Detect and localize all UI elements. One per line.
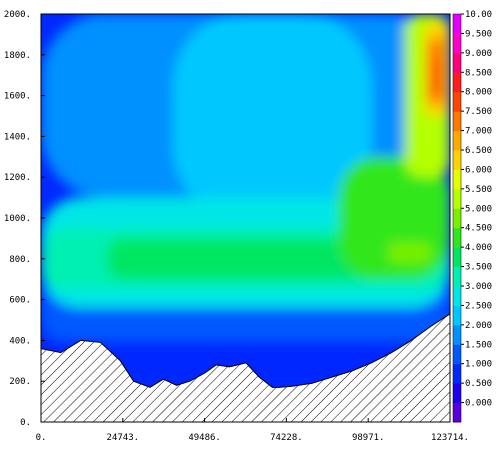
colorbar-label: 3.000 [465, 282, 492, 292]
colorbar-swatch [453, 247, 461, 268]
colorbar-swatch [453, 324, 461, 345]
colorbar-swatch [453, 227, 461, 248]
y-tick-label: 800. [9, 255, 31, 265]
colorbar-swatch [453, 14, 461, 34]
y-tick-label: 1400. [4, 132, 31, 142]
colorbar-label: 10.00 [465, 10, 492, 20]
y-tick-label: 1200. [4, 173, 31, 183]
x-tick-label: 98971. [352, 433, 385, 443]
colorbar-swatch [453, 33, 461, 54]
x-tick-label: 49486. [188, 433, 221, 443]
colorbar-label: 9.500 [465, 29, 492, 39]
colorbar-label: 2.000 [465, 321, 492, 331]
contour-region-7 [107, 238, 405, 280]
colorbar-label: 4.500 [465, 224, 492, 234]
colorbar: 0.000 0.500 1.000 1.500 2.000 2.500 3.000 3.500… [452, 10, 492, 423]
y-axis: 0. 200. 400. 600. 800. 1000. 1200. 1400. 1600. 18… [4, 10, 45, 428]
colorbar-swatch [453, 91, 461, 112]
colorbar-swatch [453, 305, 461, 326]
x-tick-label: 24743. [107, 433, 140, 443]
contour-region-9 [388, 242, 432, 263]
x-tick-label: 74228. [270, 433, 303, 443]
y-tick-label: 1600. [4, 92, 31, 102]
colorbar-swatch [453, 208, 461, 229]
colorbar-swatch [453, 286, 461, 306]
colorbar-label: 8.500 [465, 68, 492, 78]
colorbar-label: 7.500 [465, 107, 492, 117]
colorbar-swatch [453, 363, 461, 384]
y-tick-label: 1800. [4, 51, 31, 61]
colorbar-label: 8.000 [465, 88, 492, 98]
colorbar-label: 7.000 [465, 127, 492, 137]
x-tick-label: 0. [36, 433, 47, 443]
contour-region-13 [431, 56, 442, 94]
colorbar-label: 6.500 [465, 146, 492, 156]
colorbar-label: 2.500 [465, 301, 492, 311]
colorbar-label: 1.000 [465, 360, 492, 370]
contour-region-4 [173, 14, 372, 218]
contour-field [41, 14, 450, 422]
y-tick-label: 0. [20, 418, 31, 428]
colorbar-swatch [453, 383, 461, 404]
colorbar-label: 5.500 [465, 185, 492, 195]
colorbar-swatch [453, 130, 461, 151]
x-axis: 0. 24743. 49486. 74228. 98971. 123714. [36, 418, 469, 443]
y-tick-label: 1000. [4, 214, 31, 224]
colorbar-label: 6.000 [465, 165, 492, 175]
y-tick-label: 400. [9, 336, 31, 346]
colorbar-label: 0.000 [465, 399, 492, 409]
terrain-layer [41, 313, 450, 422]
colorbar-swatch [453, 111, 461, 132]
colorbar-swatch [453, 402, 461, 423]
colorbar-swatch [453, 266, 461, 287]
colorbar-label: 3.500 [465, 263, 492, 273]
colorbar-label: 9.000 [465, 49, 492, 59]
colorbar-label: 4.000 [465, 243, 492, 253]
colorbar-label: 0.500 [465, 379, 492, 389]
colorbar-swatch [453, 188, 461, 209]
x-tick-label: 123714. [431, 433, 469, 443]
colorbar-label: 1.500 [465, 340, 492, 350]
colorbar-label: 5.000 [465, 204, 492, 214]
colorbar-swatch [453, 52, 461, 73]
y-tick-label: 2000. [4, 10, 31, 20]
colorbar-frame [452, 13, 462, 423]
colorbar-swatch [453, 72, 461, 93]
colorbar-swatch [453, 169, 461, 190]
terrain-profile [41, 313, 450, 422]
colorbar-swatch [453, 344, 461, 365]
y-tick-label: 600. [9, 296, 31, 306]
y-tick-label: 200. [9, 377, 31, 387]
colorbar-swatch [453, 150, 461, 170]
